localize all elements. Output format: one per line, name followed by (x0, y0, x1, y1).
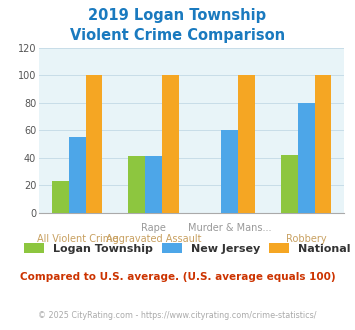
Bar (281, 155, 298, 213)
Legend: Logan Township, New Jersey, National: Logan Township, New Jersey, National (20, 238, 355, 258)
Text: Murder & Mans...: Murder & Mans... (188, 223, 272, 233)
Text: All Violent Crime: All Violent Crime (37, 234, 118, 244)
Bar (145, 156, 162, 213)
Text: © 2025 CityRating.com - https://www.cityrating.com/crime-statistics/: © 2025 CityRating.com - https://www.city… (38, 311, 317, 320)
Bar (69, 137, 86, 213)
Text: Rape: Rape (141, 223, 166, 233)
Bar (315, 75, 331, 213)
Bar (238, 75, 255, 213)
Bar (52, 181, 69, 213)
Bar (129, 156, 145, 213)
Text: Aggravated Assault: Aggravated Assault (106, 234, 201, 244)
Bar (162, 75, 179, 213)
Text: Robbery: Robbery (286, 234, 327, 244)
Text: 2019 Logan Township: 2019 Logan Township (88, 8, 267, 23)
Text: Compared to U.S. average. (U.S. average equals 100): Compared to U.S. average. (U.S. average … (20, 272, 335, 282)
Bar (86, 75, 102, 213)
Text: Violent Crime Comparison: Violent Crime Comparison (70, 28, 285, 43)
Bar (222, 130, 238, 213)
Bar (298, 103, 315, 213)
